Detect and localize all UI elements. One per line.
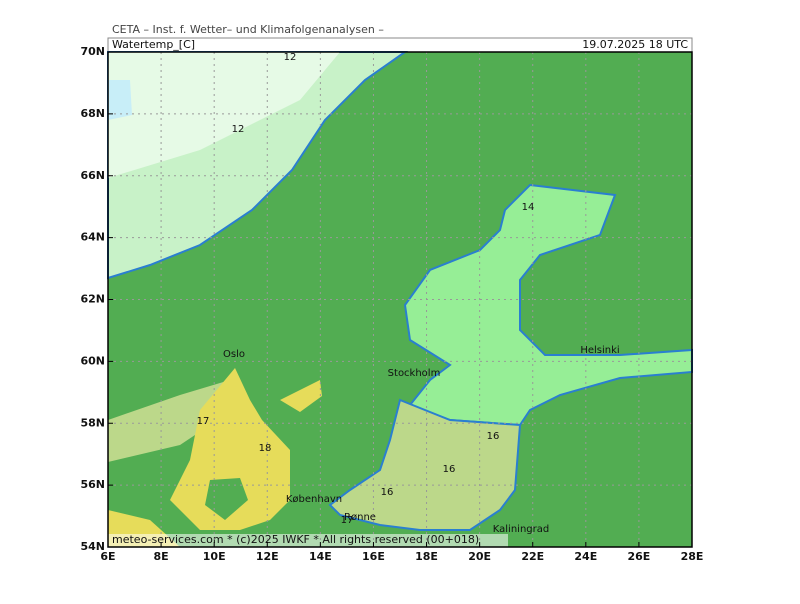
lon-label: 24E [574, 550, 597, 563]
contour-label: 12 [284, 52, 297, 63]
city-label: Kaliningrad [493, 524, 549, 535]
baltic-north [403, 183, 693, 427]
contour-label: 17 [197, 416, 210, 427]
city-label: Helsinki [580, 345, 619, 356]
city-label: København [286, 494, 342, 505]
contour-label: 18 [259, 443, 272, 454]
footer-band [108, 534, 508, 547]
city-label: Rønne [344, 512, 376, 523]
contour-label: 16 [487, 431, 500, 442]
baltic-south [328, 398, 522, 531]
contour-label: 16 [443, 464, 456, 475]
sea-cold [108, 52, 340, 178]
lat-label: 60N [80, 354, 105, 367]
contour-label: 16 [381, 487, 394, 498]
contour-label: 17 [341, 515, 354, 526]
lon-label: 26E [627, 550, 650, 563]
city-label: Stockholm [388, 368, 441, 379]
date: 19.07.2025 18 UTC [582, 38, 688, 51]
contour-label: 14 [522, 202, 535, 213]
lat-label: 62N [80, 293, 105, 306]
lon-label: 8E [154, 550, 169, 563]
contour-label: 12 [232, 124, 245, 135]
lat-label: 66N [80, 169, 105, 182]
title: Watertemp_[C] [112, 38, 195, 51]
lat-label: 54N [80, 540, 105, 553]
lon-label: 18E [415, 550, 438, 563]
lat-label: 64N [80, 231, 105, 244]
lat-label: 68N [80, 107, 105, 120]
kattegat [170, 368, 290, 530]
lon-label: 28E [681, 550, 704, 563]
lat-label: 58N [80, 416, 105, 429]
skagerrak [108, 380, 240, 462]
lon-label: 10E [203, 550, 226, 563]
lon-label: 12E [256, 550, 279, 563]
map [107, 51, 693, 547]
denmark [205, 478, 248, 520]
sea-coldest [108, 80, 132, 120]
institute: CETA – Inst. f. Wetter– und Klimafolgena… [112, 23, 384, 36]
lon-label: 6E [100, 550, 115, 563]
lon-label: 20E [468, 550, 491, 563]
city-label: Oslo [223, 349, 245, 360]
lat-label: 70N [80, 45, 105, 58]
lon-label: 16E [362, 550, 385, 563]
lat-label: 56N [80, 478, 105, 491]
lon-label: 14E [309, 550, 332, 563]
lon-label: 22E [521, 550, 544, 563]
footer: meteo-services.com * (c)2025 IWKF * All … [112, 533, 479, 546]
lake [280, 380, 322, 412]
